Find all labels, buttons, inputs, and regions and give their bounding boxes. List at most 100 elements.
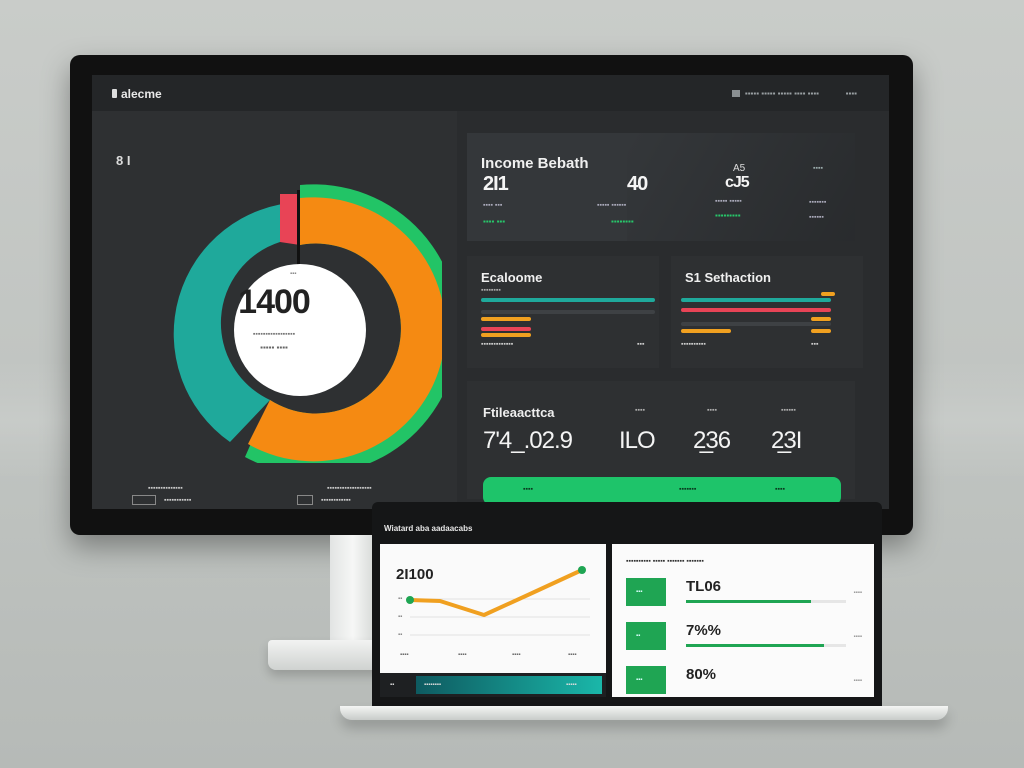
- progress-bar-orange: [811, 317, 831, 321]
- card-title: Ftileaacttca: [483, 405, 555, 420]
- progress-bar-orange-2: [681, 329, 731, 333]
- effectiveness-card: Ftileaacttca ▪▪▪▪ ▪▪▪▪ ▪▪▪▪▪▪ 7'4_.02.9 …: [467, 381, 855, 505]
- legend-box-icon: [297, 495, 313, 506]
- logo-icon: [112, 89, 117, 98]
- stat-column-4-header: ▪▪▪▪: [813, 165, 823, 172]
- action-label: ▪▪▪▪: [775, 486, 785, 493]
- kpi-value: TL06: [686, 578, 722, 595]
- progress-bar-dark: [481, 310, 655, 314]
- x-tick-label: ▪▪▪▪: [458, 652, 467, 658]
- line-point: [578, 566, 586, 574]
- donut-panel: 8 I ▪▪▪ 1400 ▪▪▪▪▪▪▪▪▪▪▪▪▪▪▪▪▪ ▪▪▪▪▪ ▪▪▪…: [92, 111, 457, 509]
- needle: [297, 190, 300, 275]
- action-label: ▪▪▪▪: [523, 486, 533, 493]
- y-tick-label: ▪▪: [398, 614, 403, 620]
- card-footer-right: ▪▪▪: [637, 341, 645, 348]
- stat-column-2: 40 ▪▪▪▪▪ ▪▪▪▪▪▪ ▪▪▪▪▪▪▪▪: [597, 173, 648, 226]
- laptop-header: Wiatard aba aadaacabs: [384, 524, 473, 533]
- y-tick-label: ▪▪: [398, 632, 403, 638]
- progress-bar-teal: [681, 298, 831, 302]
- donut-center: ▪▪▪ 1400 ▪▪▪▪▪▪▪▪▪▪▪▪▪▪▪▪▪ ▪▪▪▪▪ ▪▪▪▪: [212, 251, 344, 383]
- card-footer-left: ▪▪▪▪▪▪▪▪▪▪▪▪▪: [481, 341, 514, 348]
- metric-value: 7'4_.02.9: [483, 427, 573, 454]
- kpi-value: 7%%: [686, 622, 722, 639]
- line-chart: [406, 566, 590, 636]
- kpi-bar: [686, 600, 811, 603]
- metric-label: ▪▪▪▪: [635, 407, 645, 414]
- kpi-value: 80%: [686, 666, 717, 683]
- dashboard-screen: alecme ▪▪▪▪▪ ▪▪▪▪▪ ▪▪▪▪▪ ▪▪▪▪ ▪▪▪▪ ▪▪▪▪ …: [92, 75, 889, 509]
- top-right-action[interactable]: ▪▪▪▪: [845, 89, 857, 98]
- line-chart-card: 2I100 ▪▪ ▪▪ ▪▪ ▪▪▪▪ ▪▪▪▪ ▪▪▪▪ ▪▪▪▪ ▪▪ ▪▪…: [380, 544, 606, 697]
- satisfaction-bars-card: S1 Sethaction ▪▪▪▪▪▪▪▪▪▪ ▪▪▪: [671, 256, 863, 368]
- card-title: Ecaloome: [481, 270, 543, 285]
- status-badge: ▪▪: [626, 622, 666, 650]
- stat-change: ▪▪▪▪▪▪▪▪▪: [715, 211, 741, 220]
- metric-value: 2̲36: [693, 427, 731, 454]
- panel-header-icon: 8 I: [116, 153, 131, 168]
- desktop-monitor: alecme ▪▪▪▪▪ ▪▪▪▪▪ ▪▪▪▪▪ ▪▪▪▪ ▪▪▪▪ ▪▪▪▪ …: [70, 55, 913, 535]
- app-brand[interactable]: alecme: [112, 87, 162, 101]
- kpi-bar: [686, 644, 824, 647]
- metric-value: 2̲3I: [771, 427, 802, 454]
- kpi-right-label: ▪▪▪▪: [853, 634, 862, 640]
- stat-column-3: A5 cJ5 ▪▪▪▪▪ ▪▪▪▪▪ ▪▪▪▪▪▪▪▪▪: [715, 163, 750, 220]
- stat-change: ▪▪▪▪▪▪▪▪: [611, 217, 634, 226]
- top-nav[interactable]: ▪▪▪▪▪ ▪▪▪▪▪ ▪▪▪▪▪ ▪▪▪▪ ▪▪▪▪: [731, 89, 819, 98]
- footer-label: ▪▪▪▪▪: [566, 682, 577, 688]
- stat-label: ▪▪▪▪▪ ▪▪▪▪▪▪: [597, 202, 627, 209]
- donut-caption: ▪▪▪▪▪ ▪▪▪▪: [260, 343, 288, 352]
- progress-bar-red: [681, 308, 831, 312]
- footer-label: ▪▪▪▪▪▪▪▪: [424, 682, 442, 688]
- top-bar: alecme ▪▪▪▪▪ ▪▪▪▪▪ ▪▪▪▪▪ ▪▪▪▪ ▪▪▪▪ ▪▪▪▪: [92, 75, 889, 111]
- progress-bar-orange-2: [481, 333, 531, 337]
- stat-label: ▪▪▪▪ ▪▪▪: [483, 202, 503, 209]
- stat-change: ▪▪▪▪▪▪: [809, 214, 824, 221]
- legend-left: ▪▪▪▪▪▪▪▪▪▪▪▪▪▪ ▪▪▪▪▪▪▪▪▪▪▪ ▪▪▪▪▪▪▪▪▪▪▪ ▪…: [132, 483, 191, 509]
- chart-footer: ▪▪ ▪▪▪▪▪▪▪▪ ▪▪▪▪▪: [380, 673, 606, 697]
- kpi-list-card: ▪▪▪▪▪▪▪▪▪▪ ▪▪▪▪▪ ▪▪▪▪▪▪▪ ▪▪▪▪▪▪▪ ▪▪▪ TL0…: [612, 544, 874, 697]
- line-series: [409, 568, 583, 617]
- stat-value: 2I1: [483, 173, 509, 195]
- chart-value: 2I100: [396, 566, 434, 583]
- progress-bar-dark: [681, 322, 831, 326]
- card-footer-left: ▪▪▪▪▪▪▪▪▪▪: [681, 341, 706, 348]
- list-item[interactable]: ▪▪▪ TL06 ▪▪▪▪: [626, 578, 862, 606]
- progress-bar-red: [481, 327, 531, 331]
- progress-bar-orange: [481, 317, 531, 321]
- legend-item: ▪▪▪▪▪▪▪▪▪▪▪ ▪▪▪▪: [132, 507, 191, 509]
- laptop-base: [340, 706, 948, 720]
- metric-label: ▪▪▪▪: [707, 407, 717, 414]
- donut-slice-orange: [248, 197, 442, 462]
- y-tick-label: ▪▪: [398, 596, 403, 602]
- stat-column-4: ▪▪▪▪▪▪▪ ▪▪▪▪▪▪: [809, 199, 826, 221]
- kpi-right-label: ▪▪▪▪: [853, 590, 862, 596]
- donut-subtitle: ▪▪▪▪▪▪▪▪▪▪▪▪▪▪▪▪▪: [252, 331, 296, 338]
- card-subtitle: ▪▪▪▪▪▪▪▪: [481, 287, 501, 294]
- income-bars-card: Ecaloome ▪▪▪▪▪▪▪▪ ▪▪▪▪▪▪▪▪▪▪▪▪▪ ▪▪▪: [467, 256, 659, 368]
- legend-item: ▪▪▪▪▪▪▪▪▪▪▪▪: [297, 495, 372, 507]
- stats-title: Income Bebath: [481, 155, 589, 172]
- donut-slice-teal: [173, 202, 300, 442]
- footer-progress: ▪▪▪▪▪▪▪▪ ▪▪▪▪▪: [416, 676, 602, 694]
- list-header: ▪▪▪▪▪▪▪▪▪▪ ▪▪▪▪▪ ▪▪▪▪▪▪▪ ▪▪▪▪▪▪▪: [626, 558, 704, 565]
- donut-chart: [173, 184, 442, 463]
- list-item[interactable]: ▪▪ 7%% ▪▪▪▪: [626, 622, 862, 650]
- stat-prefix: A5: [733, 163, 746, 174]
- card-footer-right: ▪▪▪: [811, 341, 819, 348]
- metric-label: ▪▪▪▪▪▪: [781, 407, 796, 414]
- x-tick-label: ▪▪▪▪: [400, 652, 409, 658]
- action-bar[interactable]: ▪▪▪▪ ▪▪▪▪▪▪▪ ▪▪▪▪: [483, 477, 841, 505]
- income-stats-card: Income Bebath 2I1 ▪▪▪▪ ▪▪▪ ▪▪▪▪ ▪▪▪ 40 ▪…: [467, 133, 855, 241]
- legend-item: ▪▪▪▪▪▪▪▪▪▪▪: [132, 495, 191, 507]
- stat-value: 40: [627, 173, 648, 195]
- menu-icon: [731, 90, 740, 98]
- x-tick-label: ▪▪▪▪: [512, 652, 521, 658]
- card-shade: [627, 133, 855, 241]
- stat-column-1: 2I1 ▪▪▪▪ ▪▪▪ ▪▪▪▪ ▪▪▪: [483, 173, 509, 226]
- x-tick-label: ▪▪▪▪: [568, 652, 577, 658]
- donut-hole: [234, 264, 366, 396]
- legend-item: ▪▪▪▪▪▪▪▪▪▪ ▪▪▪▪: [297, 507, 372, 509]
- stat-value: cJ5: [725, 174, 750, 191]
- list-item[interactable]: ▪▪▪ 80% ▪▪▪▪: [626, 666, 862, 694]
